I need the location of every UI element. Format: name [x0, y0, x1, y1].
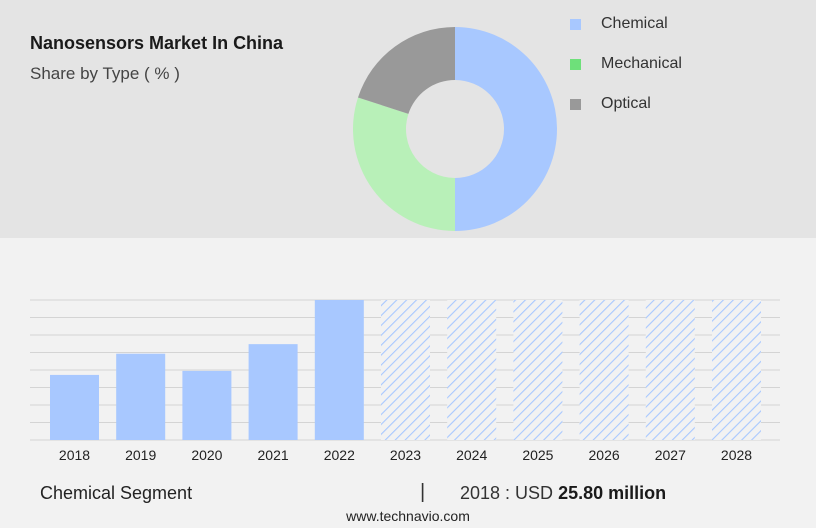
forecast-bar-2027	[645, 300, 695, 440]
donut-chart	[353, 27, 557, 231]
x-tick-label-2028: 2028	[721, 447, 752, 463]
forecast-bar-2028	[712, 300, 761, 440]
donut-slice-optical	[357, 27, 455, 114]
x-tick-label-2019: 2019	[125, 447, 156, 463]
bar-2021	[248, 344, 298, 440]
bar-2018	[50, 374, 99, 440]
segment-value-amount: 25.80 million	[558, 483, 667, 503]
x-tick-label-2021: 2021	[258, 447, 289, 463]
segment-label: Chemical Segment	[40, 483, 193, 503]
legend-label-optical: Optical	[601, 95, 651, 112]
x-tick-label-2018: 2018	[59, 447, 90, 463]
x-tick-label-2027: 2027	[655, 447, 686, 463]
legend-swatch-optical	[570, 98, 581, 110]
x-tick-label-2026: 2026	[589, 447, 620, 463]
bar-2019	[116, 353, 166, 440]
legend-label-chemical: Chemical	[601, 15, 668, 32]
source-link[interactable]: www.technavio.com	[346, 508, 470, 524]
bar-2020	[182, 370, 232, 440]
segment-year-label: 2018 : USD	[460, 483, 554, 503]
legend-label-mechanical: Mechanical	[601, 55, 682, 72]
x-tick-label-2025: 2025	[522, 447, 553, 463]
donut-slice-mechanical	[353, 97, 455, 231]
forecast-bar-2026	[579, 300, 629, 440]
legend-item-optical: Optical	[570, 94, 682, 114]
chart-title: Nanosensors Market In China	[30, 33, 284, 53]
x-tick-label-2023: 2023	[390, 447, 421, 463]
legend-item-chemical: Chemical	[570, 14, 682, 34]
forecast-bar-2025	[513, 300, 563, 440]
legend-swatch-mechanical	[570, 58, 581, 70]
footer-separator: |	[420, 481, 426, 503]
bar-2022	[314, 300, 364, 440]
segment-value: 2018 : USD 25.80 million	[460, 483, 666, 504]
legend: Chemical Mechanical Optical	[570, 14, 682, 134]
x-tick-label-2022: 2022	[324, 447, 355, 463]
x-tick-label-2024: 2024	[456, 447, 487, 463]
chart-subtitle: Share by Type ( % )	[30, 64, 180, 83]
legend-swatch-chemical	[570, 18, 581, 30]
bar-chart: 2018 2019 2020 2021 2022 2023 2024 2025 2026 2027…	[30, 299, 780, 463]
forecast-bar-2023	[381, 300, 430, 440]
x-tick-label-2020: 2020	[191, 447, 222, 463]
forecast-bar-2024	[447, 300, 497, 440]
legend-item-mechanical: Mechanical	[570, 54, 682, 74]
donut-slice-chemical	[455, 27, 557, 231]
